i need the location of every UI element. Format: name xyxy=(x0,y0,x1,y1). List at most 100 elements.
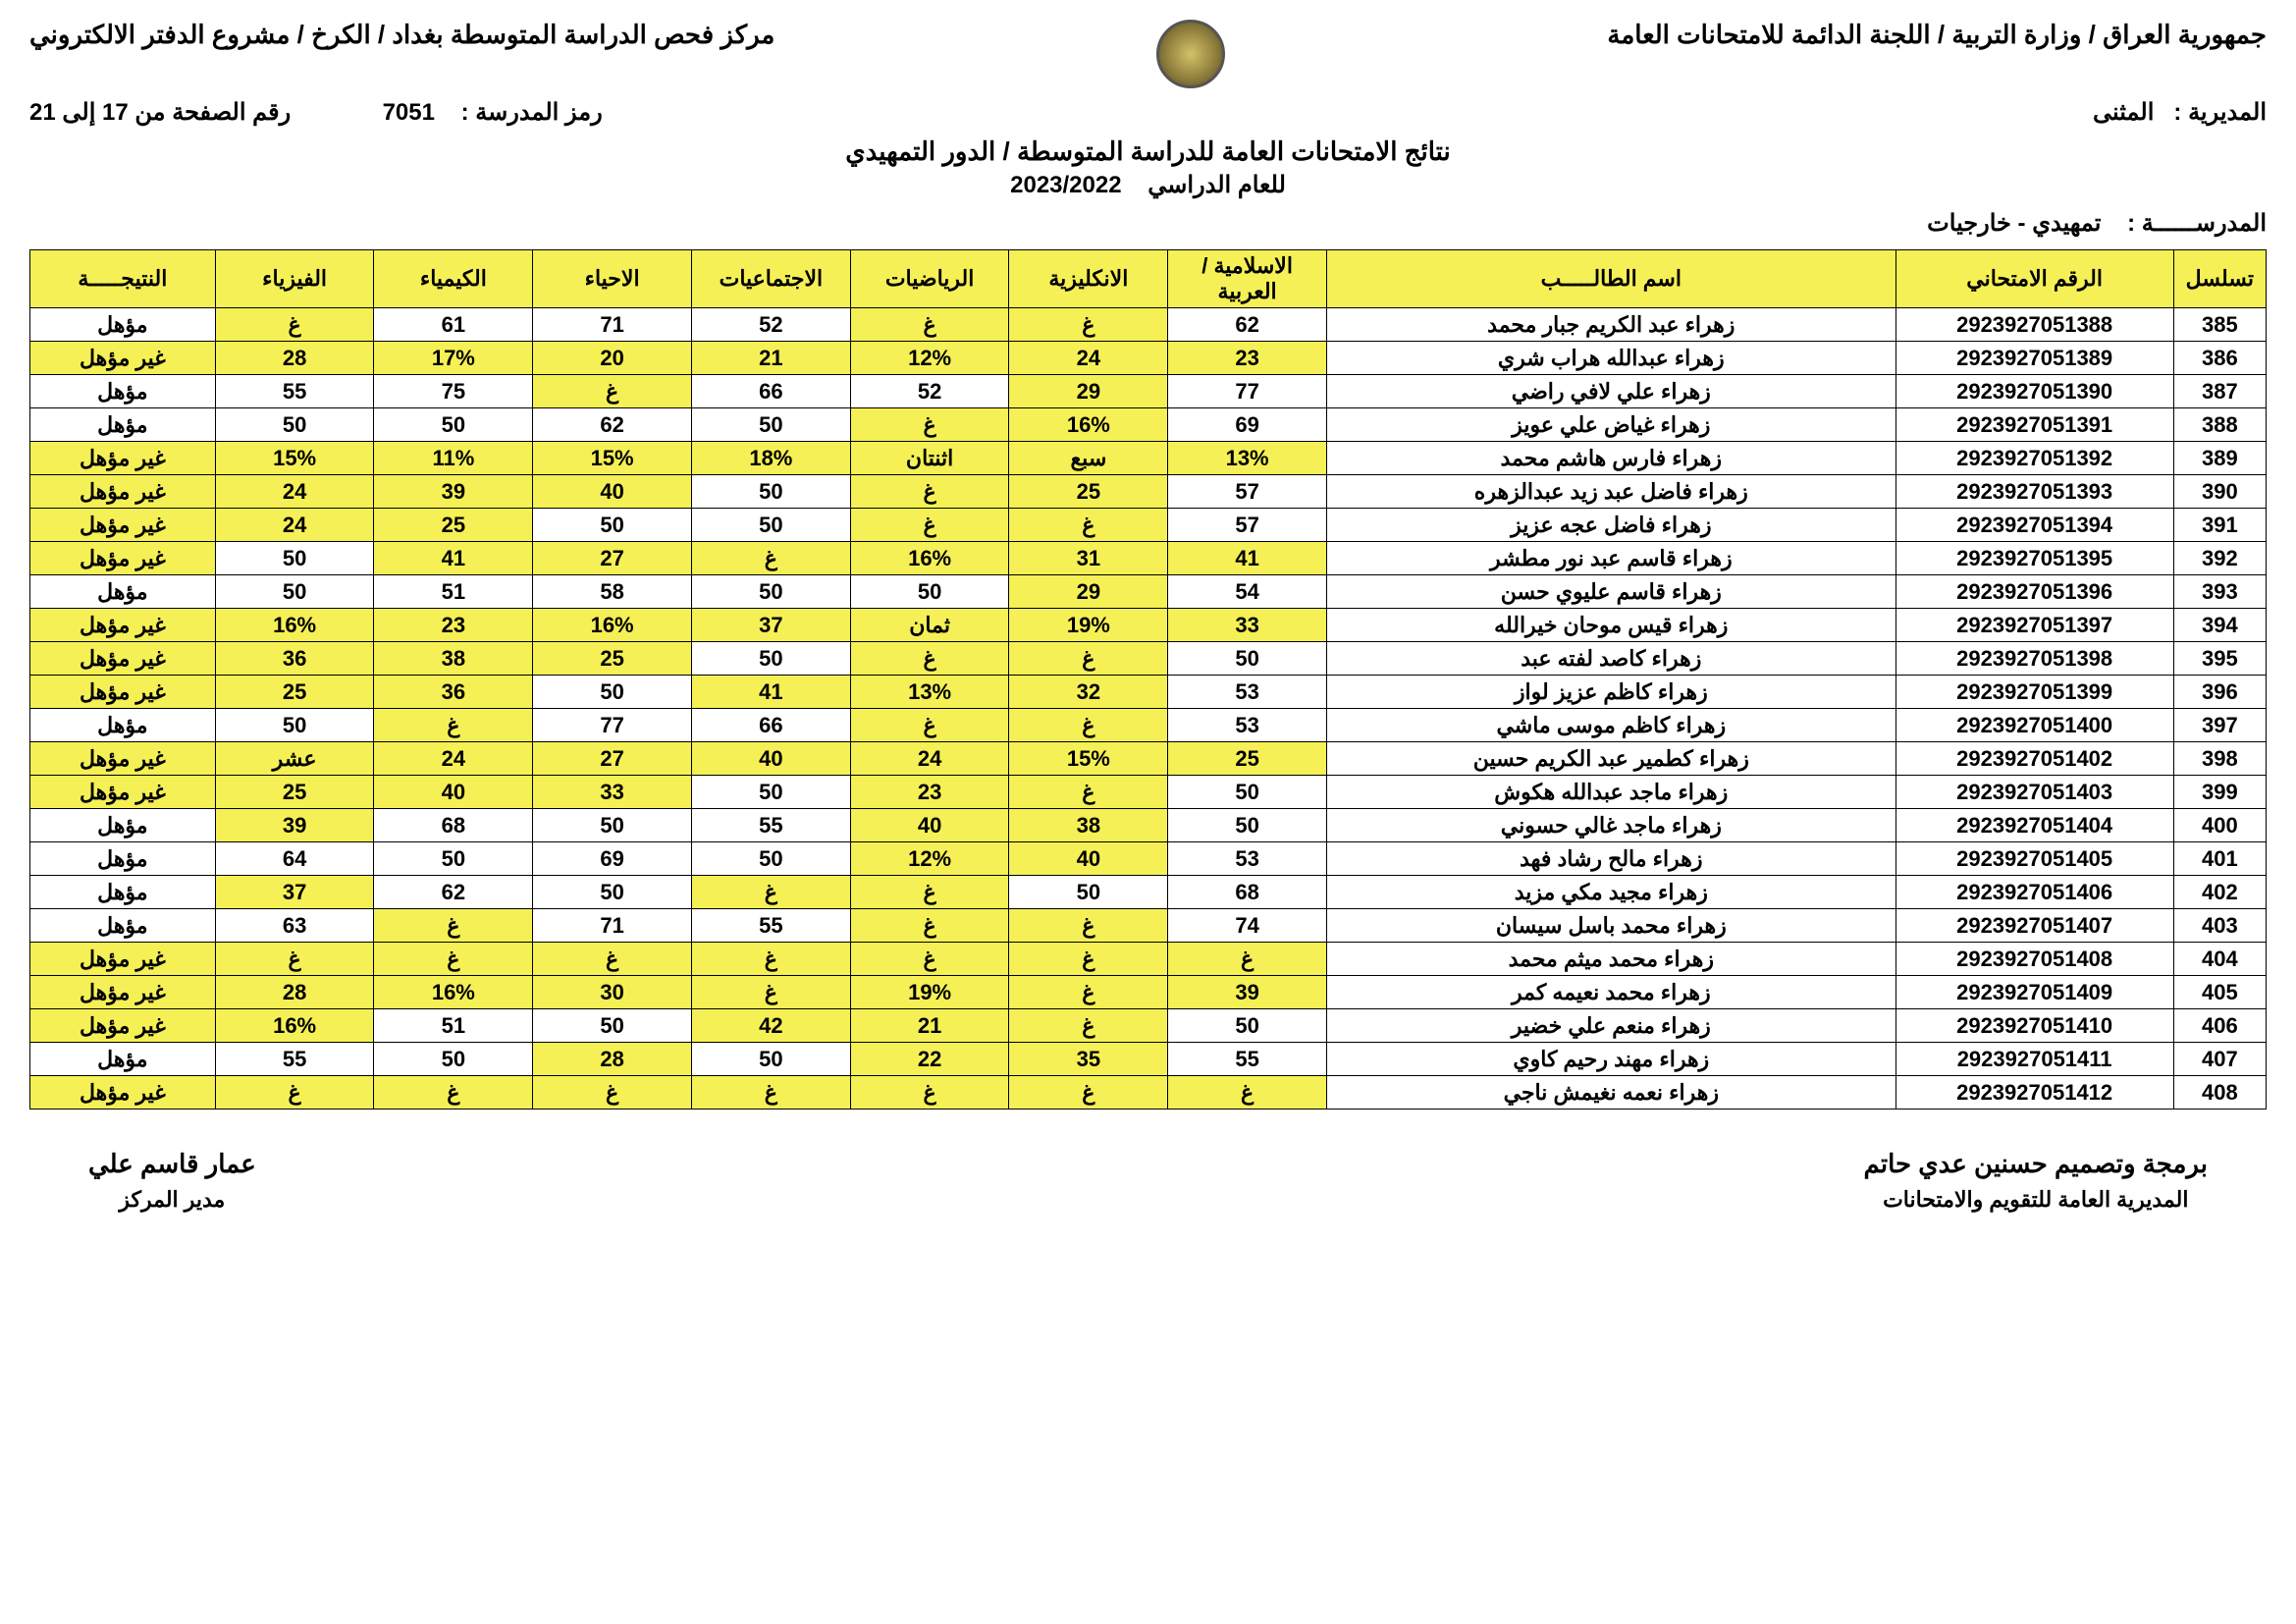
cell-score: غ xyxy=(1168,1076,1327,1110)
cell-result: غير مؤهل xyxy=(30,943,216,976)
republic-line: جمهورية العراق / وزارة التربية / اللجنة … xyxy=(1607,20,2267,50)
cell-score: 29 xyxy=(1009,575,1168,609)
cell-score: 23 xyxy=(850,776,1009,809)
cell-score: 40 xyxy=(1009,842,1168,876)
cell-score: 61 xyxy=(374,308,533,342)
school-value: تمهيدي - خارجيات xyxy=(1927,210,2101,237)
cell-score: 25 xyxy=(215,676,374,709)
cell-seq: 390 xyxy=(2173,475,2266,509)
cell-score: 37 xyxy=(215,876,374,909)
table-row: 3862923927051389زهراء عبدالله هراب شري23… xyxy=(30,342,2267,375)
cell-score: 28 xyxy=(215,976,374,1009)
cell-exam-number: 2923927051409 xyxy=(1896,976,2173,1009)
cell-student-name: زهراء فارس هاشم محمد xyxy=(1326,442,1896,475)
cell-result: غير مؤهل xyxy=(30,1076,216,1110)
cell-score: 37 xyxy=(691,609,850,642)
cell-score: غ xyxy=(850,709,1009,742)
cell-score: غ xyxy=(533,375,692,408)
cell-result: غير مؤهل xyxy=(30,642,216,676)
cell-student-name: زهراء منعم علي خضير xyxy=(1326,1009,1896,1043)
cell-result: مؤهل xyxy=(30,809,216,842)
cell-exam-number: 2923927051408 xyxy=(1896,943,2173,976)
cell-score: 57 xyxy=(1168,509,1327,542)
cell-score: 50 xyxy=(215,575,374,609)
table-row: 3992923927051403زهراء ماجد عبدالله هكوش5… xyxy=(30,776,2267,809)
cell-score: 30 xyxy=(533,976,692,1009)
cell-score: 51 xyxy=(374,575,533,609)
cell-exam-number: 2923927051405 xyxy=(1896,842,2173,876)
cell-score: 62 xyxy=(374,876,533,909)
cell-score: 68 xyxy=(1168,876,1327,909)
cell-score: 13% xyxy=(1168,442,1327,475)
cell-seq: 391 xyxy=(2173,509,2266,542)
cell-score: 55 xyxy=(1168,1043,1327,1076)
column-header: الرياضيات xyxy=(850,250,1009,308)
cell-seq: 401 xyxy=(2173,842,2266,876)
cell-score: غ xyxy=(374,909,533,943)
cell-score: 50 xyxy=(215,709,374,742)
cell-score: 52 xyxy=(850,375,1009,408)
cell-student-name: زهراء قيس موحان خيرالله xyxy=(1326,609,1896,642)
cell-seq: 399 xyxy=(2173,776,2266,809)
cell-score: غ xyxy=(374,1076,533,1110)
cell-seq: 393 xyxy=(2173,575,2266,609)
cell-student-name: زهراء علي لافي راضي xyxy=(1326,375,1896,408)
cell-score: 21 xyxy=(691,342,850,375)
cell-score: 50 xyxy=(691,642,850,676)
cell-result: غير مؤهل xyxy=(30,609,216,642)
cell-exam-number: 2923927051395 xyxy=(1896,542,2173,575)
cell-score: 53 xyxy=(1168,709,1327,742)
cell-result: غير مؤهل xyxy=(30,776,216,809)
center-block: نتائج الامتحانات العامة للدراسة المتوسطة… xyxy=(29,136,2267,199)
results-table: تسلسلالرقم الامتحانياسم الطالـــــبالاسل… xyxy=(29,249,2267,1110)
cell-score: 50 xyxy=(691,575,850,609)
cell-exam-number: 2923927051406 xyxy=(1896,876,2173,909)
cell-student-name: زهراء مجيد مكي مزيد xyxy=(1326,876,1896,909)
cell-student-name: زهراء فاضل عجه عزيز xyxy=(1326,509,1896,542)
cell-score: غ xyxy=(1009,1076,1168,1110)
table-row: 3952923927051398زهراء كاصد لفته عبد50غغ5… xyxy=(30,642,2267,676)
page-label: رقم الصفحة من 17 إلى 21 xyxy=(29,99,291,126)
cell-result: مؤهل xyxy=(30,709,216,742)
cell-score: 50 xyxy=(533,1009,692,1043)
cell-seq: 395 xyxy=(2173,642,2266,676)
cell-score: 40 xyxy=(850,809,1009,842)
cell-score: 27 xyxy=(533,742,692,776)
column-header: النتيجـــــة xyxy=(30,250,216,308)
cell-score: 21 xyxy=(850,1009,1009,1043)
table-row: 3852923927051388زهراء عبد الكريم جبار مح… xyxy=(30,308,2267,342)
cell-score: 16% xyxy=(374,976,533,1009)
cell-score: 29 xyxy=(1009,375,1168,408)
cell-score: غ xyxy=(691,542,850,575)
table-row: 3882923927051391زهراء غياض علي عويز6916%… xyxy=(30,408,2267,442)
cell-seq: 404 xyxy=(2173,943,2266,976)
column-header: الانكليزية xyxy=(1009,250,1168,308)
cell-score: 25 xyxy=(1009,475,1168,509)
cell-score: غ xyxy=(850,943,1009,976)
director-title: مدير المركز xyxy=(88,1187,256,1213)
cell-result: مؤهل xyxy=(30,575,216,609)
cell-score: غ xyxy=(850,408,1009,442)
cell-seq: 388 xyxy=(2173,408,2266,442)
table-row: 4042923927051408زهراء محمد ميثم محمدغغغغ… xyxy=(30,943,2267,976)
cell-score: 50 xyxy=(850,575,1009,609)
cell-score: 50 xyxy=(533,676,692,709)
cell-score: ثمان xyxy=(850,609,1009,642)
cell-exam-number: 2923927051390 xyxy=(1896,375,2173,408)
cell-score: غ xyxy=(215,943,374,976)
cell-score: 55 xyxy=(691,809,850,842)
cell-student-name: زهراء عبد الكريم جبار محمد xyxy=(1326,308,1896,342)
cell-score: 52 xyxy=(691,308,850,342)
cell-exam-number: 2923927051400 xyxy=(1896,709,2173,742)
cell-score: 28 xyxy=(215,342,374,375)
results-title: نتائج الامتحانات العامة للدراسة المتوسطة… xyxy=(29,136,2267,167)
cell-score: 13% xyxy=(850,676,1009,709)
table-head: تسلسلالرقم الامتحانياسم الطالـــــبالاسل… xyxy=(30,250,2267,308)
cell-exam-number: 2923927051402 xyxy=(1896,742,2173,776)
cell-score: 16% xyxy=(533,609,692,642)
cell-score: 19% xyxy=(1009,609,1168,642)
cell-score: 62 xyxy=(533,408,692,442)
cell-student-name: زهراء قاسم عبد نور مطشر xyxy=(1326,542,1896,575)
cell-score: 16% xyxy=(1009,408,1168,442)
cell-student-name: زهراء ماجد غالي حسوني xyxy=(1326,809,1896,842)
